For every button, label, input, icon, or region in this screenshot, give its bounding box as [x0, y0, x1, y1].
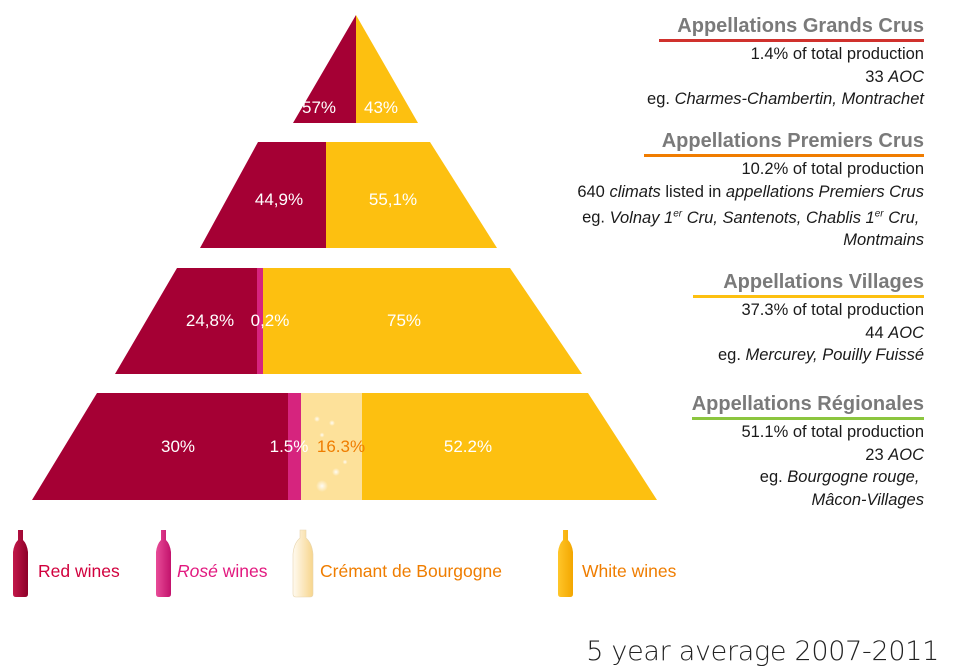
- tier-aoc-count: 33 AOC: [865, 67, 924, 86]
- tier-production-share: 1.4% of total production: [750, 45, 924, 63]
- label-regionales-red: 30%: [160, 437, 196, 456]
- segment-white: [356, 15, 418, 123]
- tier-info-regionales: Appellations Régionales 51.1% of total p…: [691, 392, 924, 511]
- segment-white: [263, 268, 582, 374]
- tier-title-underline: Appellations Grands Crus: [659, 14, 924, 42]
- label-grands-crus-red: 57%: [301, 98, 337, 117]
- tier-title: Appellations Premiers Crus: [661, 130, 924, 152]
- segment-white: [362, 393, 657, 500]
- tier-aoc-count: 23 AOC: [865, 445, 924, 464]
- segment-red: [32, 393, 288, 500]
- rose-bottle-icon: [156, 530, 171, 597]
- label-regionales-white: 52.2%: [443, 437, 493, 456]
- label-grands-crus-white: 43%: [363, 98, 399, 117]
- tier-title-underline: Appellations Premiers Crus: [643, 129, 924, 157]
- bubbles-decoration: [314, 416, 348, 492]
- segment-red: [115, 268, 257, 374]
- tier-production-share: 10.2% of total production: [741, 160, 924, 178]
- label-regionales-rose: 1.5%: [269, 437, 309, 456]
- label-regionales-cremant: 16.3%: [316, 437, 366, 456]
- tier-premiers-crus: [200, 142, 497, 248]
- red-bottle-icon: [13, 530, 28, 597]
- footer-period: 5 year average 2007-2011: [586, 636, 939, 667]
- tier-title: Appellations Villages: [723, 271, 924, 293]
- segment-rose: [257, 268, 263, 374]
- tier-villages: [115, 268, 582, 374]
- tier-info-premiers-crus: Appellations Premiers Crus 10.2% of tota…: [577, 129, 924, 252]
- tier-examples: eg. Volnay 1er Cru, Santenots, Chablis 1…: [582, 208, 920, 227]
- legend-label: White wines: [582, 561, 677, 581]
- cremant-bottle-icon: [292, 529, 314, 598]
- tier-examples-cont: Montmains: [843, 231, 924, 249]
- tier-grands-crus: [293, 15, 418, 123]
- tier-regionales: [32, 393, 657, 500]
- tier-production-share: 37.3% of total production: [741, 301, 924, 319]
- tier-examples: eg. Bourgogne rouge,: [759, 468, 920, 486]
- tier-title: Appellations Grands Crus: [677, 15, 924, 37]
- label-premiers-crus-white: 55,1%: [368, 190, 418, 209]
- tier-title: Appellations Régionales: [691, 393, 924, 415]
- segment-red: [293, 15, 356, 123]
- tier-climats-count: 640 climats listed in appellations Premi…: [577, 182, 924, 201]
- white-bottle-icon: [558, 530, 573, 597]
- tier-production-share: 51.1% of total production: [741, 423, 924, 441]
- label-premiers-crus-red: 44,9%: [254, 190, 304, 209]
- legend-item-white-wines: White wines: [578, 528, 676, 586]
- legend-item-cremant: Crémant de Bourgogne: [316, 528, 502, 586]
- label-villages-white: 75%: [386, 311, 422, 330]
- legend: Red wines Rosé wines Crémant de Bourgogn…: [0, 528, 720, 588]
- segment-white: [326, 142, 497, 248]
- tier-info-villages: Appellations Villages 37.3% of total pro…: [693, 270, 924, 367]
- tier-aoc-count: 44 AOC: [865, 323, 924, 342]
- segment-rose: [288, 393, 301, 500]
- tier-examples-cont: Mâcon-Villages: [811, 490, 924, 509]
- label-villages-rose: 0,2%: [250, 311, 290, 330]
- legend-label: Rosé wines: [177, 561, 268, 581]
- tier-title-underline: Appellations Villages: [693, 270, 924, 298]
- segment-cremant: [301, 393, 362, 500]
- label-villages-red: 24,8%: [185, 311, 235, 330]
- tier-info-grands-crus: Appellations Grands Crus 1.4% of total p…: [647, 14, 924, 111]
- legend-bottles: [13, 529, 573, 598]
- tier-examples: eg. Mercurey, Pouilly Fuissé: [717, 346, 924, 364]
- legend-label: Red wines: [38, 561, 120, 581]
- tier-examples: eg. Charmes-Chambertin, Montrachet: [647, 90, 924, 108]
- legend-label: Crémant de Bourgogne: [320, 561, 502, 581]
- legend-item-red-wines: Red wines: [34, 528, 120, 586]
- tier-title-underline: Appellations Régionales: [691, 392, 924, 420]
- segment-red: [200, 142, 326, 248]
- legend-item-rose-wines: Rosé wines: [173, 528, 267, 586]
